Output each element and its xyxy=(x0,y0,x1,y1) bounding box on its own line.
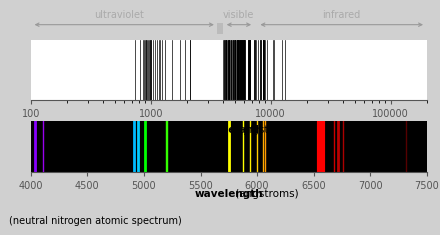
Text: ultraviolet: ultraviolet xyxy=(94,10,144,20)
Text: visible: visible xyxy=(222,10,254,20)
Text: (angstroms): (angstroms) xyxy=(231,189,298,199)
Text: (neutral nitrogen atomic spectrum): (neutral nitrogen atomic spectrum) xyxy=(9,215,182,226)
Text: (angstroms): (angstroms) xyxy=(231,125,298,135)
Text: wavelength: wavelength xyxy=(194,189,263,199)
Text: wavelength: wavelength xyxy=(194,125,263,135)
Text: infrared: infrared xyxy=(322,10,360,20)
